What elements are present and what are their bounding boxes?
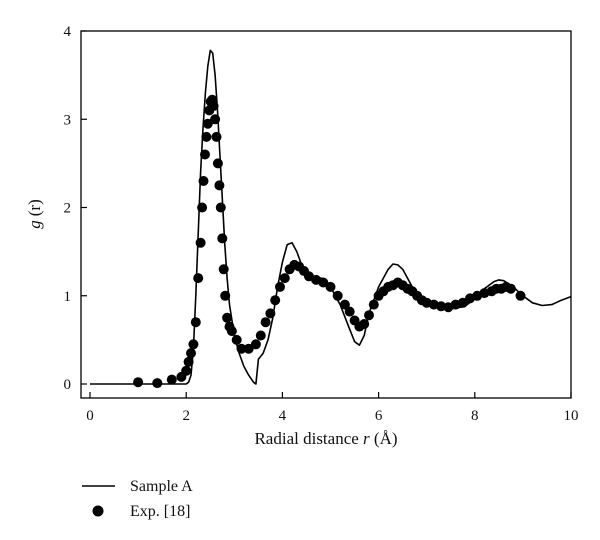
data-point bbox=[183, 356, 194, 367]
data-point bbox=[181, 365, 192, 376]
axis-tick-labels: 0 2 4 6 8 10 0 1 2 3 4 bbox=[64, 24, 579, 424]
x-tick-label: 8 bbox=[471, 408, 479, 424]
data-point bbox=[186, 348, 196, 359]
data-point bbox=[193, 273, 204, 284]
legend-label-sample-a: Sample A bbox=[130, 478, 193, 495]
data-point bbox=[270, 295, 281, 306]
data-point bbox=[195, 237, 206, 248]
data-point bbox=[217, 233, 228, 244]
series-line-sample-a bbox=[90, 49, 572, 385]
data-point bbox=[218, 264, 229, 275]
x-tick-label: 0 bbox=[86, 408, 94, 424]
data-point bbox=[255, 330, 266, 341]
axis-ticks bbox=[81, 30, 572, 398]
data-point bbox=[505, 283, 516, 294]
data-point bbox=[198, 176, 209, 186]
data-point bbox=[231, 334, 242, 345]
data-point bbox=[318, 277, 329, 288]
data-point bbox=[243, 343, 254, 354]
y-tick-label: 2 bbox=[64, 201, 72, 217]
data-point bbox=[210, 114, 221, 125]
series-markers-exp bbox=[133, 94, 526, 389]
data-point bbox=[344, 306, 355, 317]
x-axis-title: Radial distance r (Å) bbox=[254, 429, 397, 448]
data-point bbox=[152, 378, 163, 389]
data-point bbox=[364, 310, 374, 321]
data-point bbox=[166, 374, 177, 385]
data-point bbox=[226, 326, 237, 337]
x-tick-label: 4 bbox=[279, 408, 287, 424]
data-point bbox=[332, 290, 343, 301]
y-axis-title: g(r) bbox=[25, 199, 44, 228]
data-point bbox=[133, 377, 144, 388]
data-point bbox=[201, 131, 212, 142]
data-point bbox=[188, 339, 199, 350]
data-point bbox=[359, 319, 370, 329]
data-point bbox=[325, 281, 336, 292]
data-point bbox=[215, 202, 226, 213]
data-point bbox=[368, 299, 379, 310]
data-point bbox=[250, 339, 261, 350]
data-point bbox=[457, 297, 468, 308]
legend-label-exp: Exp. [18] bbox=[130, 503, 190, 520]
legend-marker-symbol bbox=[92, 505, 104, 517]
data-point bbox=[202, 118, 213, 129]
y-tick-label: 1 bbox=[64, 289, 72, 305]
legend: Sample A Exp. [18] bbox=[82, 478, 193, 520]
data-point bbox=[211, 131, 222, 142]
data-point bbox=[220, 290, 231, 301]
data-point bbox=[208, 101, 219, 111]
y-tick-label: 3 bbox=[64, 112, 72, 128]
data-point bbox=[260, 317, 271, 328]
y-tick-label: 4 bbox=[64, 24, 72, 40]
data-point bbox=[200, 149, 210, 160]
data-point bbox=[190, 317, 201, 328]
data-point bbox=[214, 180, 225, 191]
data-point bbox=[236, 343, 247, 354]
data-point bbox=[275, 281, 285, 292]
data-point bbox=[265, 308, 276, 319]
x-tick-label: 10 bbox=[564, 408, 579, 424]
y-tick-label: 0 bbox=[64, 377, 72, 393]
data-point bbox=[279, 273, 290, 284]
data-point bbox=[339, 299, 350, 310]
data-point bbox=[197, 202, 208, 213]
x-tick-label: 6 bbox=[375, 408, 383, 424]
plot-frame bbox=[80, 30, 572, 399]
data-point bbox=[222, 312, 233, 323]
data-point bbox=[515, 290, 526, 301]
x-tick-label: 2 bbox=[182, 408, 190, 424]
data-point bbox=[212, 158, 223, 169]
